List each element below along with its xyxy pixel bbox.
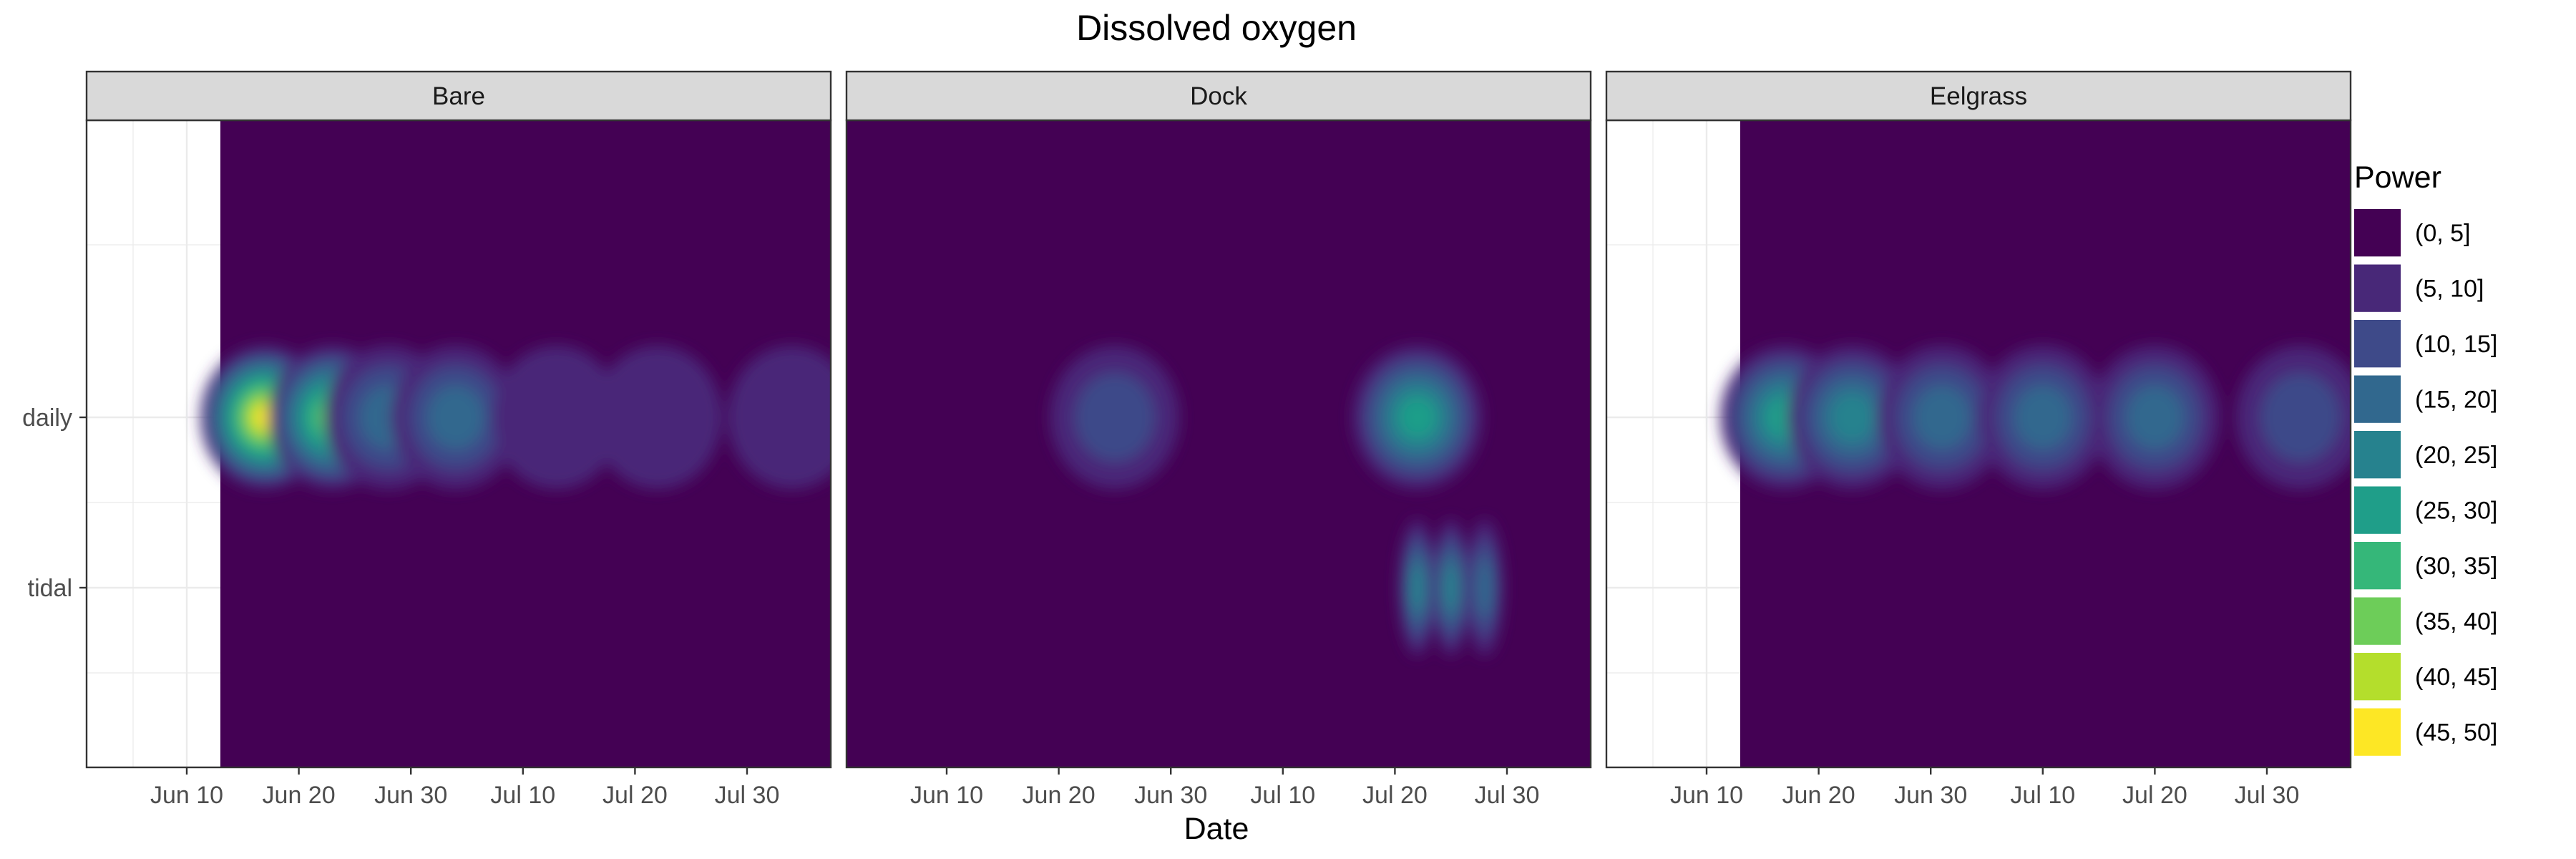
heatmap-area	[200, 120, 831, 767]
legend-key-0	[2354, 209, 2401, 257]
heatmap-area	[1720, 120, 2351, 767]
facet-label-bare: Bare	[432, 82, 485, 110]
panels: Bare Jun 10 Jun 20 Jun 30 Jul 10 Jul 20 Jul 30…	[22, 70, 2352, 809]
x-tick-label: Jul 30	[715, 782, 780, 809]
facet-strip	[845, 70, 1592, 122]
legend-label-7: (35, 40]	[2415, 608, 2497, 636]
legend-key-1	[2354, 264, 2401, 312]
chart-title: Dissolved oxygen	[1076, 8, 1357, 48]
facet-strip	[85, 70, 832, 122]
facet-label-dock: Dock	[1190, 82, 1247, 110]
legend-title: Power	[2354, 160, 2441, 195]
panel-dock: Dock Jun 10 Jun 20 Jun 30 Jul 10 Jul 20 Jul 30	[845, 70, 1592, 809]
hotspot-eelgrass-4	[2090, 346, 2220, 489]
legend-label-2: (10, 15]	[2415, 331, 2497, 358]
legend-label-0: (0, 5]	[2415, 220, 2470, 247]
legend-key-7	[2354, 597, 2401, 645]
legend-label-5: (25, 30]	[2415, 498, 2497, 525]
x-tick-label: Jul 10	[490, 782, 555, 809]
hotspot-eelgrass-1	[1787, 346, 1917, 489]
legend-label-9: (45, 50]	[2415, 719, 2497, 747]
hotspot-bare-6	[727, 346, 831, 489]
legend-key-9	[2354, 708, 2401, 756]
hotspot-dock-4	[1465, 520, 1503, 656]
x-tick-label: Jun 30	[374, 782, 447, 809]
y-tick-label-tidal: tidal	[28, 575, 72, 602]
hotspot-eelgrass-2	[1877, 346, 2006, 489]
legend-key-8	[2354, 653, 2401, 701]
legend-label-8: (40, 45]	[2415, 664, 2497, 691]
legend-key-6	[2354, 542, 2401, 590]
legend-label-3: (15, 20]	[2415, 387, 2497, 414]
x-tick-label: Jun 20	[1023, 782, 1096, 809]
x-tick-label: Jun 10	[150, 782, 223, 809]
facet-strip	[1605, 70, 2352, 122]
x-tick-label: Jun 30	[1894, 782, 1967, 809]
x-tick-label: Jul 20	[2122, 782, 2187, 809]
legend-key-2	[2354, 320, 2401, 368]
hotspot-bare-3	[391, 346, 520, 489]
hotspot-bare-4	[492, 346, 621, 489]
facet-label-eelgrass: Eelgrass	[1930, 82, 2027, 110]
x-tick-label: Jul 30	[2235, 782, 2300, 809]
x-tick-label: Jul 10	[2010, 782, 2075, 809]
x-tick-label: Jul 10	[1250, 782, 1315, 809]
x-tick-label: Jun 30	[1134, 782, 1207, 809]
legend-key-3	[2354, 375, 2401, 423]
x-tick-label: Jun 10	[1670, 782, 1743, 809]
hotspot-eelgrass-3	[1978, 346, 2107, 489]
hotspot-eelgrass-5	[2236, 346, 2351, 489]
hotspot-dock-1	[1352, 346, 1482, 489]
x-tick-label: Jun 20	[1782, 782, 1855, 809]
heatmap-area	[847, 120, 1591, 767]
legend-key-5	[2354, 486, 2401, 534]
x-tick-label: Jun 10	[910, 782, 983, 809]
hotspot-dock-0	[1050, 346, 1179, 489]
x-tick-label: Jul 20	[1362, 782, 1428, 809]
x-tick-label: Jul 30	[1475, 782, 1540, 809]
x-tick-label: Jul 20	[602, 782, 668, 809]
panel-eelgrass: Eelgrass Jun 10 Jun 20 Jun 30 Jul 10 Jul 20 Ju…	[1605, 70, 2352, 809]
hotspot-dock-2	[1398, 520, 1436, 656]
legend-label-1: (5, 10]	[2415, 276, 2484, 303]
hotspot-bare-5	[592, 346, 722, 489]
legend-label-4: (20, 25]	[2415, 442, 2497, 469]
legend-key-4	[2354, 431, 2401, 479]
legend: Power (0, 5] (5, 10] (10, 15] (15, 20] (20, …	[2354, 160, 2497, 756]
legend-label-6: (30, 35]	[2415, 553, 2497, 580]
y-axis: daily tidal	[22, 404, 87, 602]
x-axis-title: Date	[1184, 812, 1249, 846]
panel-bare: Bare Jun 10 Jun 20 Jun 30 Jul 10 Jul 20 Jul 30	[85, 70, 832, 809]
x-tick-label: Jun 20	[263, 782, 336, 809]
hotspot-dock-3	[1432, 520, 1470, 656]
y-tick-label-daily: daily	[22, 404, 72, 432]
